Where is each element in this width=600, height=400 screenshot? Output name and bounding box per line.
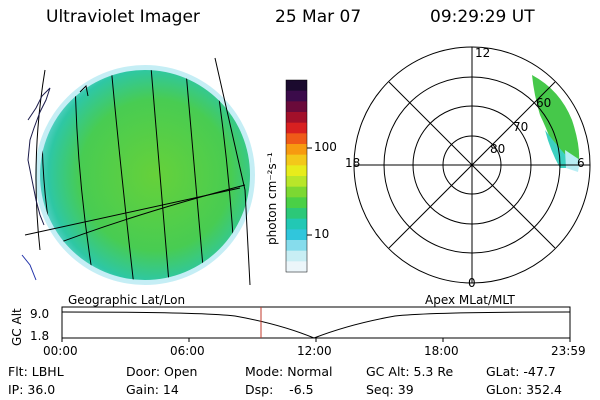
dsp-info: Dsp: -6.5 bbox=[245, 382, 314, 397]
lon-gridline bbox=[149, 70, 171, 280]
mlt-label-12: 12 bbox=[475, 46, 491, 60]
timeline-x-tick: 18:00 bbox=[424, 344, 459, 358]
glat-info: GLat: -47.7 bbox=[486, 364, 556, 379]
timeline-axis-label: GC Alt bbox=[10, 308, 24, 346]
colorbar-segment bbox=[286, 186, 307, 198]
colorbar-segment bbox=[286, 250, 307, 262]
altitude-timeline bbox=[61, 306, 571, 342]
colorbar-segment bbox=[286, 112, 307, 124]
timeline-x-tick: 12:00 bbox=[297, 344, 332, 358]
timeline-x-tick: 00:00 bbox=[43, 344, 78, 358]
colorbar-segment bbox=[286, 197, 307, 209]
colorbar-tick-label: 10 bbox=[314, 227, 330, 241]
lon-gridline bbox=[109, 70, 136, 280]
glon-info: GLon: 352.4 bbox=[486, 382, 562, 397]
uv-earth-image bbox=[21, 57, 255, 286]
colorbar-segment bbox=[286, 229, 307, 241]
colorbar-segment bbox=[286, 80, 307, 92]
colorbar-segment bbox=[286, 261, 307, 273]
instrument-title: Ultraviolet Imager bbox=[46, 7, 200, 27]
timeline-y-tick: 9.0 bbox=[30, 307, 50, 321]
timeline-x-tick: 23:59 bbox=[551, 344, 586, 358]
colorbar-segment bbox=[286, 176, 307, 188]
timeline-title-left: Geographic Lat/Lon bbox=[68, 293, 186, 307]
colorbar-segment bbox=[286, 208, 307, 220]
colorbar bbox=[285, 79, 312, 273]
filter-info: Flt: LBHL bbox=[8, 364, 64, 379]
lon-gridline bbox=[184, 70, 206, 280]
colorbar-segment bbox=[286, 165, 307, 177]
mlt-label-0: 0 bbox=[468, 276, 476, 290]
colorbar-unit-label: photon cm⁻²s⁻¹ bbox=[265, 152, 279, 245]
lat-label-70: 70 bbox=[513, 120, 529, 134]
colorbar-segment bbox=[286, 122, 307, 134]
gain-info: Gain: 14 bbox=[126, 382, 179, 397]
mode-info: Mode: Normal bbox=[245, 364, 333, 379]
colorbar-tick-label: 100 bbox=[314, 140, 337, 154]
colorbar-segment bbox=[286, 218, 307, 230]
timeline-x-tick: 06:00 bbox=[170, 344, 205, 358]
lat-label-80: 80 bbox=[490, 142, 506, 156]
mlt-label-6: 6 bbox=[577, 156, 585, 170]
ip-info: IP: 36.0 bbox=[8, 382, 56, 397]
colorbar-segment bbox=[286, 101, 307, 113]
date-label: 25 Mar 07 bbox=[275, 7, 362, 27]
colorbar-segment bbox=[286, 144, 307, 156]
colorbar-segment bbox=[286, 154, 307, 166]
polar-plot bbox=[353, 46, 591, 284]
mlt-label-18: 18 bbox=[345, 156, 361, 170]
seq-info: Seq: 39 bbox=[366, 382, 414, 397]
lat-label-60: 60 bbox=[536, 96, 552, 110]
timeline-y-tick: 1.8 bbox=[30, 329, 50, 343]
gc-alt-info: GC Alt: 5.3 Re bbox=[366, 364, 454, 379]
colorbar-segment bbox=[286, 240, 307, 252]
timeline-title-right: Apex MLat/MLT bbox=[425, 293, 515, 307]
colorbar-segment bbox=[286, 90, 307, 102]
time-label: 09:29:29 UT bbox=[430, 7, 535, 27]
door-info: Door: Open bbox=[126, 364, 198, 379]
colorbar-segment bbox=[286, 133, 307, 145]
